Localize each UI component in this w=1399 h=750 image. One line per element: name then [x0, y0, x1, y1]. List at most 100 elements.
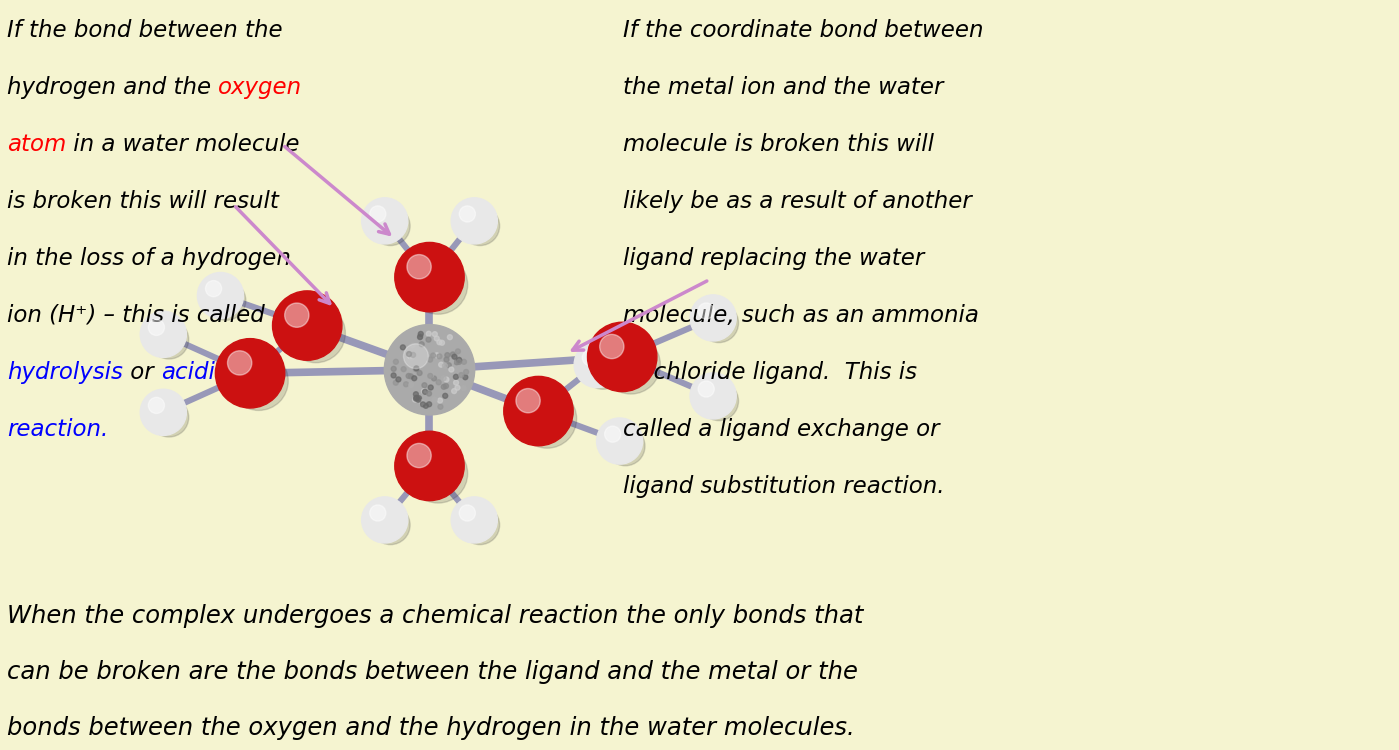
Ellipse shape	[434, 336, 439, 341]
Ellipse shape	[420, 400, 424, 406]
Ellipse shape	[431, 376, 436, 381]
Ellipse shape	[395, 431, 464, 501]
Ellipse shape	[445, 352, 450, 358]
Ellipse shape	[698, 381, 715, 397]
Ellipse shape	[427, 332, 431, 336]
Ellipse shape	[459, 505, 476, 521]
Ellipse shape	[206, 280, 221, 297]
Ellipse shape	[417, 396, 421, 400]
Ellipse shape	[449, 359, 453, 364]
Ellipse shape	[411, 376, 417, 381]
Ellipse shape	[197, 272, 243, 319]
Ellipse shape	[439, 362, 443, 368]
Ellipse shape	[422, 389, 428, 394]
Ellipse shape	[456, 359, 462, 364]
Ellipse shape	[452, 354, 457, 359]
Ellipse shape	[410, 343, 416, 348]
Ellipse shape	[604, 426, 621, 442]
Text: or chloride ligand.  This is: or chloride ligand. This is	[623, 361, 916, 384]
Ellipse shape	[698, 303, 715, 319]
Ellipse shape	[442, 393, 448, 398]
Ellipse shape	[441, 376, 446, 381]
Ellipse shape	[700, 304, 739, 343]
Ellipse shape	[588, 322, 658, 392]
Ellipse shape	[393, 380, 399, 386]
Ellipse shape	[422, 382, 427, 388]
Ellipse shape	[400, 345, 406, 350]
Ellipse shape	[409, 354, 413, 358]
Ellipse shape	[516, 388, 540, 412]
Ellipse shape	[414, 366, 418, 370]
Ellipse shape	[411, 352, 416, 358]
Text: bonds between the oxygen and the hydrogen in the water molecules.: bonds between the oxygen and the hydroge…	[7, 716, 855, 740]
Ellipse shape	[287, 304, 346, 363]
Text: hydrolysis: hydrolysis	[7, 361, 123, 384]
Ellipse shape	[424, 404, 428, 408]
Ellipse shape	[438, 404, 443, 410]
Text: molecule, such as an ammonia: molecule, such as an ammonia	[623, 304, 978, 327]
Text: or: or	[123, 361, 161, 384]
Ellipse shape	[413, 397, 417, 402]
Ellipse shape	[460, 506, 499, 544]
Ellipse shape	[606, 427, 645, 466]
Ellipse shape	[420, 342, 424, 346]
Ellipse shape	[443, 377, 449, 382]
Ellipse shape	[418, 334, 422, 339]
Ellipse shape	[462, 359, 466, 364]
Ellipse shape	[428, 385, 434, 390]
Ellipse shape	[148, 320, 165, 335]
Ellipse shape	[455, 386, 460, 390]
Ellipse shape	[409, 356, 414, 360]
Text: molecule is broken this will: molecule is broken this will	[623, 133, 933, 156]
Ellipse shape	[371, 206, 410, 245]
Ellipse shape	[574, 341, 620, 388]
Text: called a ligand exchange or: called a ligand exchange or	[623, 418, 939, 441]
Ellipse shape	[459, 373, 463, 377]
Ellipse shape	[443, 357, 449, 362]
Ellipse shape	[431, 353, 435, 358]
Ellipse shape	[582, 350, 599, 366]
Ellipse shape	[407, 352, 411, 356]
Text: can be broken are the bonds between the ligand and the metal or the: can be broken are the bonds between the …	[7, 660, 858, 684]
Ellipse shape	[150, 320, 189, 359]
Ellipse shape	[450, 352, 455, 357]
Ellipse shape	[409, 382, 414, 388]
Ellipse shape	[434, 352, 439, 358]
Ellipse shape	[402, 367, 406, 372]
Ellipse shape	[596, 418, 642, 464]
Ellipse shape	[443, 383, 449, 388]
Ellipse shape	[369, 206, 386, 222]
Ellipse shape	[273, 291, 341, 360]
Ellipse shape	[420, 400, 425, 404]
Ellipse shape	[439, 340, 445, 345]
Ellipse shape	[396, 377, 402, 382]
Ellipse shape	[416, 398, 421, 402]
Text: likely be as a result of another: likely be as a result of another	[623, 190, 971, 213]
Ellipse shape	[392, 366, 396, 371]
Ellipse shape	[407, 254, 431, 279]
Ellipse shape	[453, 380, 459, 386]
Ellipse shape	[414, 392, 418, 397]
Ellipse shape	[462, 386, 466, 391]
Ellipse shape	[452, 388, 456, 394]
Ellipse shape	[393, 359, 399, 364]
Ellipse shape	[460, 206, 499, 245]
Ellipse shape	[406, 374, 411, 379]
Ellipse shape	[140, 311, 186, 358]
Ellipse shape	[463, 370, 469, 374]
Ellipse shape	[518, 389, 576, 448]
Text: reaction.: reaction.	[7, 418, 108, 441]
Ellipse shape	[583, 350, 623, 389]
Ellipse shape	[409, 374, 413, 379]
Text: in the loss of a hydrogen: in the loss of a hydrogen	[7, 247, 291, 270]
Ellipse shape	[427, 391, 431, 396]
Text: When the complex undergoes a chemical reaction the only bonds that: When the complex undergoes a chemical re…	[7, 604, 863, 628]
Text: If the bond between the: If the bond between the	[7, 19, 283, 42]
Ellipse shape	[450, 496, 498, 543]
Ellipse shape	[409, 255, 467, 314]
Ellipse shape	[414, 396, 418, 401]
Ellipse shape	[463, 375, 467, 380]
Text: If the coordinate bond between: If the coordinate bond between	[623, 19, 983, 42]
Ellipse shape	[207, 281, 246, 320]
Ellipse shape	[690, 373, 736, 419]
